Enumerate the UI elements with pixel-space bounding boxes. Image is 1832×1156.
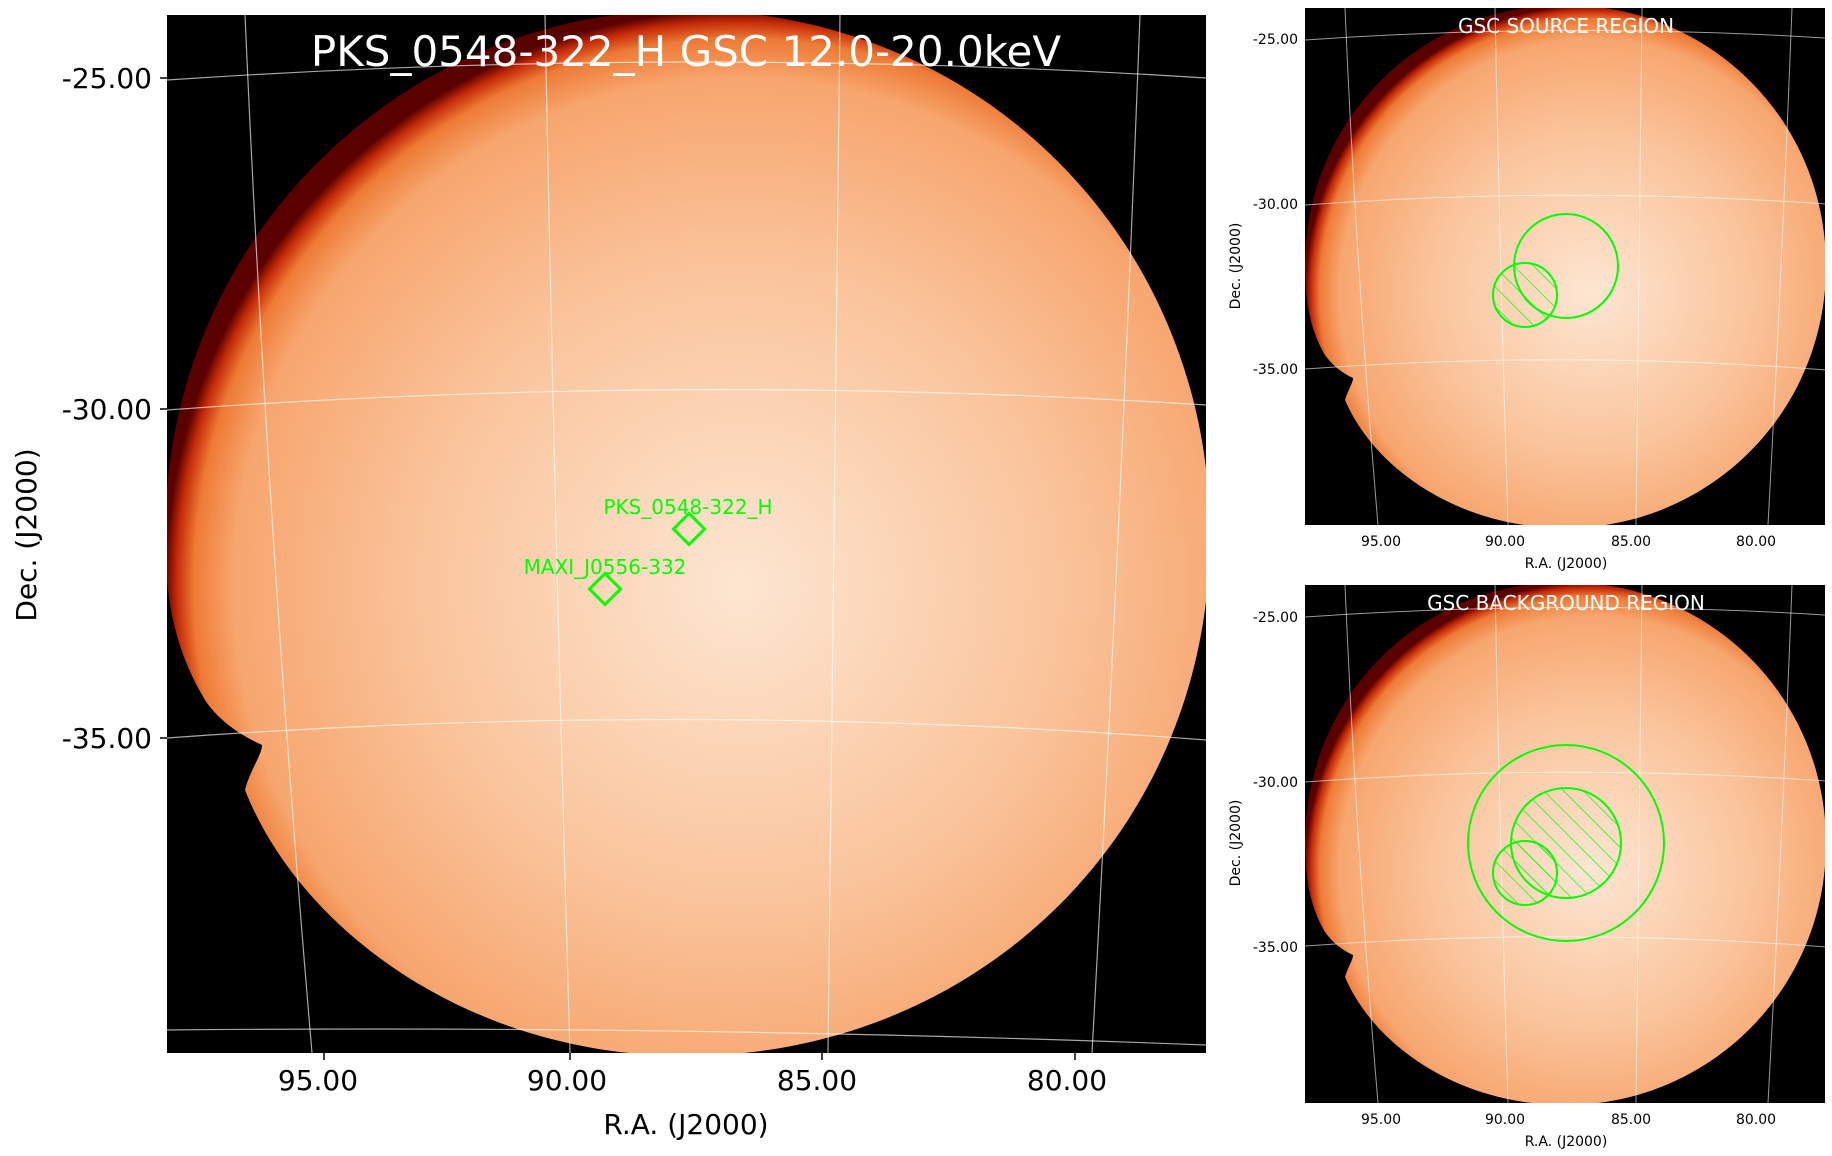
main-ytick-label: -35.00 (62, 722, 152, 755)
pks-0548-marker (671, 511, 707, 547)
maxi-j0556-label: MAXI_J0556-332 (524, 555, 687, 579)
source-ylabel: Dec. (J2000) (1228, 223, 1244, 310)
source-ytick-label: -30.00 (1253, 197, 1298, 213)
main-ytick-label: -30.00 (62, 393, 152, 426)
main-xtick-label: 90.00 (527, 1064, 607, 1097)
source-hatched-region (1492, 262, 1558, 328)
main-panel: PKS_0548-322_H GSC 12.0-20.0keV PKS_0548… (10, 15, 1206, 1141)
background-xtick-label: 90.00 (1485, 1112, 1525, 1128)
main-exposure-disk (167, 15, 1206, 1053)
source-xtick-label: 80.00 (1736, 534, 1776, 550)
source-xtick-label: 90.00 (1485, 534, 1525, 550)
background-xlabel: R.A. (J2000) (1525, 1134, 1608, 1150)
source-ytick-label: -35.00 (1253, 362, 1298, 378)
main-ylabel: Dec. (J2000) (10, 448, 43, 621)
main-title: PKS_0548-322_H GSC 12.0-20.0keV (311, 27, 1061, 76)
source-xtick-label: 85.00 (1611, 534, 1651, 550)
background-ylabel: Dec. (J2000) (1228, 800, 1244, 887)
background-grid (1305, 585, 1825, 1103)
main-tick-marks (160, 77, 1076, 1060)
main-grid (167, 15, 1206, 1053)
background-outer-annulus (1467, 744, 1665, 942)
source-xtick-label: 95.00 (1361, 534, 1401, 550)
background-xtick-label: 80.00 (1736, 1112, 1776, 1128)
source-exposure-disk (1305, 8, 1825, 525)
source-xlabel: R.A. (J2000) (1525, 556, 1608, 572)
maxi-j0556-marker (587, 571, 623, 607)
background-xtick-label: 95.00 (1361, 1112, 1401, 1128)
source-grid (1305, 8, 1825, 525)
background-ytick-label: -30.00 (1253, 775, 1298, 791)
pks-0548-label: PKS_0548-322_H (603, 495, 772, 519)
main-ytick-label: -25.00 (62, 62, 152, 95)
main-xlabel: R.A. (J2000) (603, 1108, 768, 1141)
source-title: GSC SOURCE REGION (1458, 14, 1674, 38)
main-xtick-label: 95.00 (278, 1064, 358, 1097)
source-region-circle (1513, 213, 1619, 319)
source-panel: GSC SOURCE REGION -25.00 -30.00 -35.00 9… (1228, 8, 1825, 572)
source-ytick-label: -25.00 (1253, 32, 1298, 48)
background-ytick-label: -25.00 (1253, 610, 1298, 626)
background-panel: GSC BACKGROUND REGION -25.00 -30.00 -35.… (1228, 585, 1825, 1150)
main-xtick-label: 80.00 (1027, 1064, 1107, 1097)
background-xtick-label: 85.00 (1611, 1112, 1651, 1128)
background-title: GSC BACKGROUND REGION (1427, 591, 1705, 615)
main-xtick-label: 85.00 (777, 1064, 857, 1097)
background-hatched-excluded (1492, 840, 1558, 906)
background-ytick-label: -35.00 (1253, 940, 1298, 956)
